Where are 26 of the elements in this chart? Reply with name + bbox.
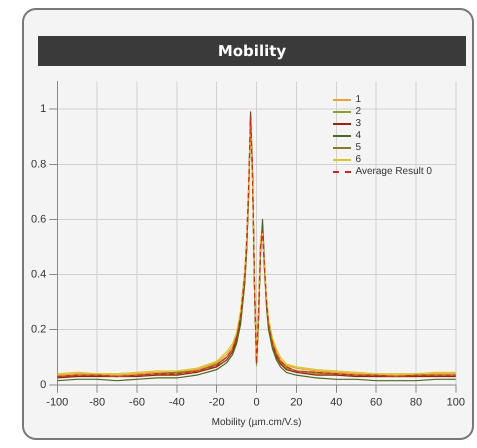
y-tick-label: 0.2: [30, 324, 46, 336]
legend-label: 2: [355, 106, 362, 118]
y-tick-label: 0.6: [30, 213, 46, 226]
x-axis-title: Mobility (µm.cm/V.s): [212, 416, 302, 428]
x-tick-label: -40: [168, 396, 185, 408]
y-tick-label: 1: [40, 103, 46, 116]
chart-title: Mobility: [38, 36, 466, 66]
x-tick-label: -60: [129, 396, 145, 408]
legend-label: 6: [355, 154, 362, 166]
legend-label: 1: [355, 94, 362, 106]
y-tick-label: 0: [40, 378, 46, 391]
legend-label: 4: [355, 130, 362, 142]
x-tick-label: -80: [89, 396, 106, 408]
x-tick-label: 0: [253, 396, 260, 408]
legend-label: Average Result 0: [355, 166, 432, 178]
legend-label: 5: [355, 142, 362, 154]
x-tick-label: -20: [208, 396, 225, 408]
legend-label: 3: [355, 118, 362, 130]
x-tick-label: 80: [410, 396, 422, 408]
x-tick-label: 20: [290, 396, 303, 408]
x-tick-label: 40: [330, 396, 342, 408]
y-tick-label: 0.4: [30, 268, 46, 281]
x-tick-label: 100: [446, 396, 466, 408]
x-tick-label: -100: [46, 396, 68, 408]
x-tick-label: 60: [370, 396, 382, 408]
y-tick-label: 0.8: [30, 158, 46, 170]
